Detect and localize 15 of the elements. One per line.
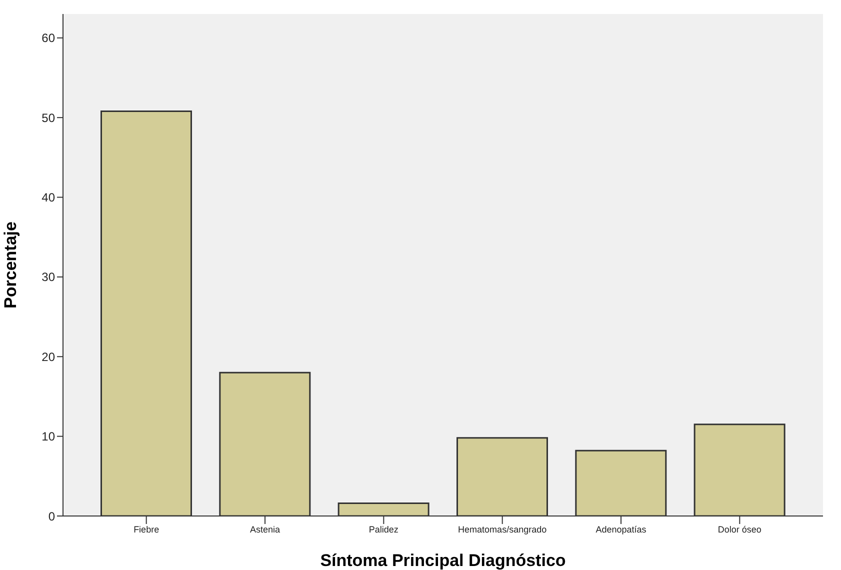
y-tick-label: 10 — [42, 430, 56, 444]
y-axis-title: Porcentaje — [1, 222, 20, 308]
y-tick-label: 30 — [42, 270, 56, 284]
y-tick-label: 40 — [42, 190, 56, 205]
y-tick-label: 0 — [48, 509, 56, 524]
x-axis-title: Síntoma Principal Diagnóstico — [320, 551, 566, 570]
x-tick-label: Palidez — [368, 524, 399, 534]
y-tick-label: 20 — [42, 350, 56, 364]
x-tick-label: Hematomas/sangrado — [458, 524, 547, 534]
x-tick-label: Astenia — [250, 524, 280, 534]
y-tick-label: 60 — [42, 31, 56, 46]
x-tick-label: Adenopatías — [596, 524, 647, 534]
x-tick-label: Fiebre — [134, 524, 160, 534]
x-tick-label: Dolor óseo — [718, 524, 762, 534]
y-tick-label: 50 — [42, 110, 56, 125]
